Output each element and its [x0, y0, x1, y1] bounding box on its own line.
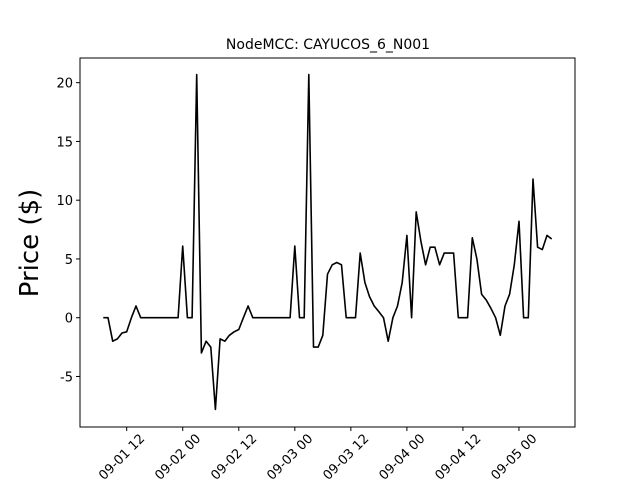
y-tick-label: 15 [56, 135, 73, 150]
x-tick-label: 09-04 12 [432, 432, 484, 480]
chart-title: NodeMCC: CAYUCOS_6_N001 [226, 37, 430, 53]
x-tick-label: 09-03 12 [320, 432, 372, 480]
y-tick-label: 0 [65, 312, 73, 327]
y-tick-label: 5 [65, 253, 73, 268]
x-tick-label: 09-05 00 [489, 432, 541, 480]
y-tick-label: -5 [60, 370, 73, 385]
y-axis-label: Price ($) [15, 189, 45, 298]
y-tick-label: 10 [56, 194, 73, 209]
x-tick-label: 09-03 00 [264, 432, 316, 480]
price-line [103, 73, 553, 411]
x-tick-label: 09-02 12 [208, 432, 260, 480]
x-tick-label: 09-04 00 [376, 432, 428, 480]
x-tick-label: 09-01 12 [96, 432, 148, 480]
plot-frame [79, 57, 576, 428]
x-tick-label: 09-02 00 [152, 432, 204, 480]
y-tick-label: 20 [56, 77, 73, 92]
